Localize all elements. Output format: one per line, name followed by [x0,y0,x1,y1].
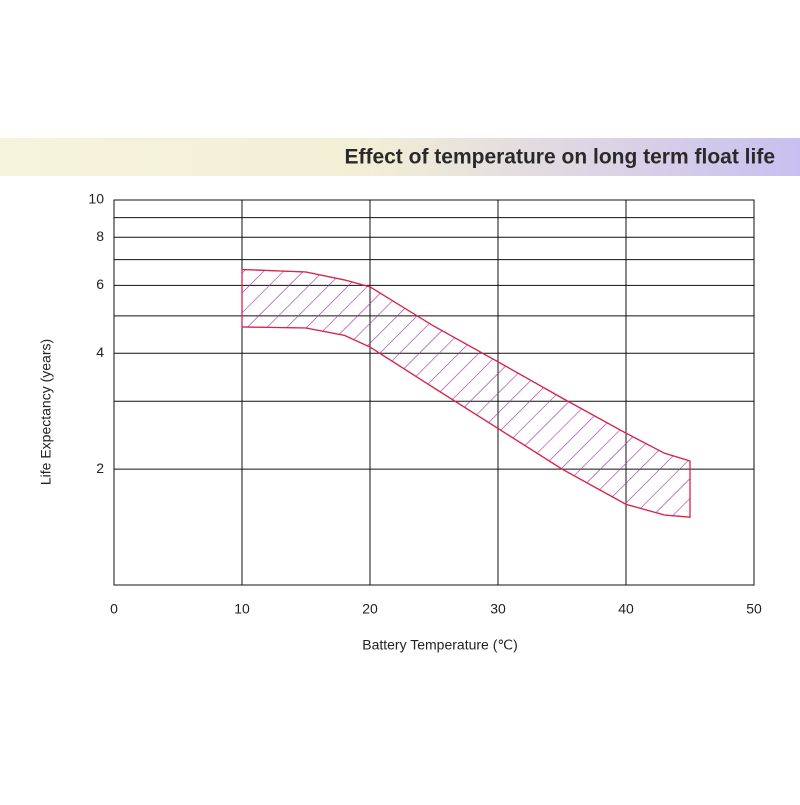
x-axis-label: Battery Temperature (℃) [362,637,518,653]
x-tick-label: 30 [490,601,506,617]
band-edge [241,326,691,518]
x-tick-label: 0 [110,601,118,617]
x-tick-label: 10 [234,601,250,617]
plot-frame [113,199,755,586]
y-tick-label: 10 [88,191,104,207]
x-tick-label: 40 [618,601,634,617]
band-fill [241,268,691,518]
y-tick-label: 8 [96,228,104,244]
x-tick-label: 20 [362,601,378,617]
y-tick-label: 4 [96,344,104,360]
y-axis-label: Life Expectancy (years) [38,339,54,485]
x-tick-label: 50 [746,601,762,617]
y-tick-label: 2 [96,460,104,476]
band-edge [241,268,691,462]
y-tick-label: 6 [96,276,104,292]
title-banner [0,138,800,176]
chart-title: Effect of temperature on long term float… [344,146,775,169]
